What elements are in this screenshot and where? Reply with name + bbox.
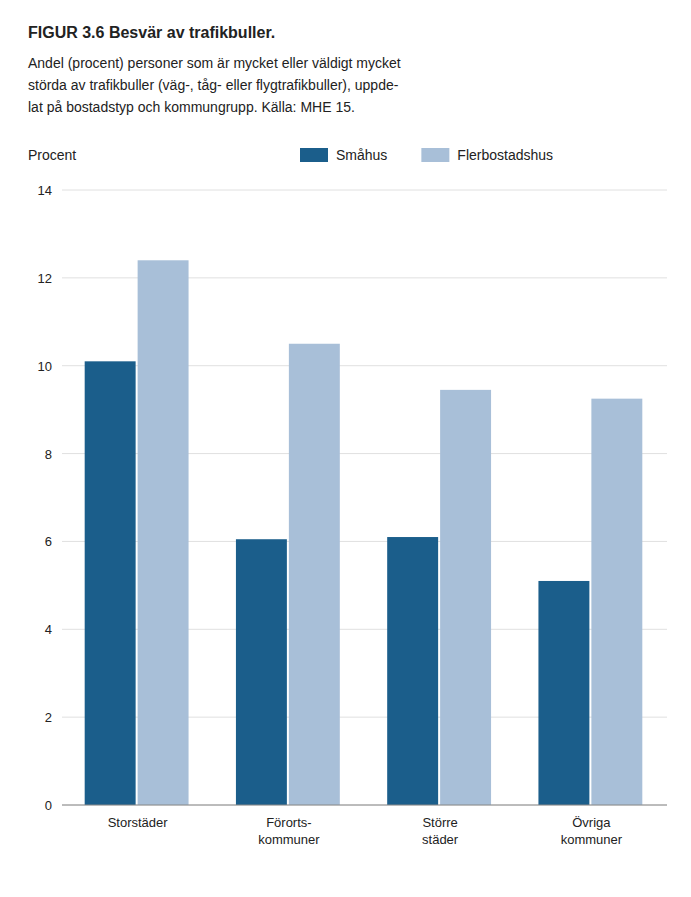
chart: FIGUR 3.6 Besvär av trafikbuller. Andel (…	[0, 0, 691, 897]
legend-swatch	[421, 148, 449, 162]
legend-entry: Småhus	[336, 147, 387, 163]
grid	[62, 190, 667, 805]
x-tick-label-line: kommuner	[561, 832, 623, 847]
x-tick-label: Övriga kommuner	[561, 815, 623, 847]
bars	[85, 260, 643, 805]
bar	[138, 260, 189, 805]
subtitle: Andel (procent) personer som är mycket e…	[28, 55, 401, 71]
grid-line	[62, 190, 667, 191]
x-tick-label: Storstäder	[108, 815, 169, 830]
x-tick-label-line: Storstäder	[108, 815, 169, 830]
y-tick-label: 0	[45, 798, 52, 813]
y-axis-label: Procent	[28, 147, 76, 163]
bar	[289, 344, 340, 805]
bar	[85, 361, 136, 805]
y-tick-label: 8	[45, 447, 52, 462]
x-tick-label-line: kommuner	[258, 832, 320, 847]
subtitle: störda av trafikbuller (väg-, tåg- eller…	[28, 77, 399, 93]
background	[0, 0, 691, 897]
subtitle: lat på bostadstyp och kommungrupp. Källa…	[28, 99, 355, 115]
bar	[538, 581, 589, 805]
bar	[591, 399, 642, 805]
x-tick-label-line: städer	[422, 832, 459, 847]
legend-entry: Flerbostadshus	[457, 147, 553, 163]
y-tick-label: 14	[38, 183, 52, 198]
x-tick-label: Större städer	[422, 815, 459, 847]
legend-swatch	[300, 148, 328, 162]
legend: Småhus Flerbostadshus	[300, 147, 553, 163]
y-tick-label: 2	[45, 710, 52, 725]
x-tick-label: Förorts-kommuner	[258, 815, 320, 847]
grid-line	[62, 805, 667, 806]
x-tick-label-line: Förorts-	[266, 815, 312, 830]
y-tick-label: 10	[38, 359, 52, 374]
x-tick-label-line: Övriga	[572, 815, 611, 830]
bar	[387, 537, 438, 805]
y-tick-label: 12	[38, 271, 52, 286]
bar	[440, 390, 491, 805]
y-tick-label: 4	[45, 622, 52, 637]
title: FIGUR 3.6 Besvär av trafikbuller.	[28, 24, 275, 41]
bar	[236, 539, 287, 805]
x-tick-label-line: Större	[422, 815, 457, 830]
y-tick-label: 6	[45, 534, 52, 549]
x-axis-line	[62, 805, 667, 806]
